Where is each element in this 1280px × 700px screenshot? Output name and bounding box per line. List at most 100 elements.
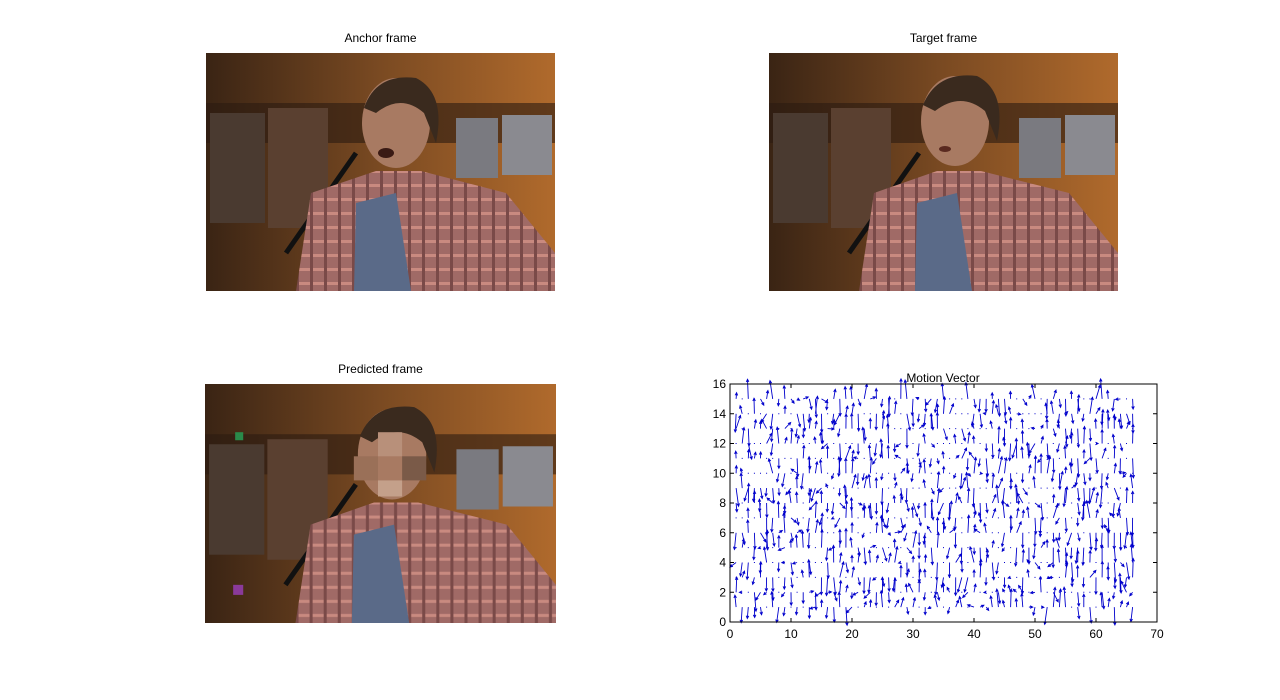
motion-vector-arrow: [982, 411, 987, 416]
motion-vector-arrow: [935, 516, 940, 533]
motion-vector-dot: [936, 472, 938, 474]
motion-vector-dot: [875, 606, 877, 608]
motion-vector-arrow: [1003, 398, 1008, 417]
motion-vector-arrow: [984, 398, 988, 413]
motion-vector-arrow: [845, 444, 852, 459]
motion-vector-arrow: [1087, 488, 1092, 505]
x-tick-label: 40: [967, 627, 981, 641]
motion-vector-arrow: [1114, 397, 1121, 401]
motion-vector-arrow: [963, 577, 969, 594]
motion-vector-arrow: [955, 454, 960, 459]
motion-vector-arrow: [733, 413, 738, 434]
motion-vector-dot: [796, 576, 798, 578]
motion-vector-arrow: [1027, 547, 1031, 565]
motion-vector-arrow: [1077, 532, 1081, 542]
motion-vector-arrow: [800, 529, 805, 548]
motion-vector-dot: [863, 457, 865, 459]
motion-vector-dot: [1010, 502, 1012, 504]
motion-vector-arrow: [894, 530, 902, 534]
motion-vector-dot: [900, 547, 902, 549]
motion-vector-arrow: [1032, 475, 1036, 489]
motion-vector-arrow: [960, 562, 964, 573]
motion-vector-arrow: [851, 565, 856, 578]
motion-vector-arrow: [982, 590, 987, 594]
motion-vector-arrow: [905, 562, 909, 577]
motion-vector-arrow: [739, 562, 743, 578]
motion-vector-arrow: [795, 475, 799, 489]
motion-vector-dot: [1107, 502, 1109, 504]
motion-vector-arrow: [735, 488, 740, 508]
motion-vector-arrow: [953, 517, 957, 531]
motion-vector-arrow: [1129, 473, 1134, 489]
motion-vector-dot: [741, 502, 743, 504]
motion-vector-dot: [766, 457, 768, 459]
motion-vector-arrow: [968, 451, 975, 459]
anchor-frame-title: Anchor frame: [344, 31, 417, 45]
motion-vector-arrow: [808, 458, 812, 470]
motion-vector-dot: [1071, 591, 1073, 593]
motion-vector-arrow: [1052, 458, 1056, 474]
motion-vector-arrow: [782, 577, 787, 591]
motion-vector-arrow: [874, 476, 878, 489]
motion-vector-arrow: [1119, 532, 1123, 552]
motion-vector-arrow: [857, 502, 863, 506]
motion-vector-dot: [802, 487, 804, 489]
motion-vector-arrow: [894, 545, 899, 563]
motion-vector-arrow: [802, 413, 807, 432]
motion-vector-arrow: [852, 591, 859, 596]
motion-vector-arrow: [1026, 568, 1030, 578]
motion-vector-dot: [802, 562, 804, 563]
motion-vector-dot: [1052, 443, 1054, 444]
motion-vector-arrow: [1027, 443, 1031, 458]
motion-vector-arrow: [991, 562, 996, 581]
motion-vector-arrow: [762, 591, 767, 596]
motion-vector-arrow: [1131, 398, 1135, 411]
motion-vector-arrow: [1089, 486, 1096, 504]
motion-vector-arrow: [938, 487, 944, 494]
motion-vector-arrow: [838, 532, 842, 545]
motion-vector-arrow: [810, 487, 816, 503]
motion-vector-dot: [778, 576, 780, 578]
motion-vector-arrow: [1105, 389, 1110, 399]
motion-vector-arrow: [1016, 488, 1021, 505]
motion-vector-arrow: [837, 458, 841, 478]
motion-vector-arrow: [1101, 408, 1105, 429]
motion-vector-arrow: [943, 428, 948, 441]
motion-vector-arrow: [1022, 487, 1028, 496]
motion-vector-arrow: [1107, 597, 1111, 608]
motion-vector-dot: [900, 428, 902, 430]
motion-vector-arrow: [918, 463, 922, 474]
motion-vector-arrow: [863, 547, 868, 566]
motion-vector-arrow: [894, 481, 898, 489]
motion-vector-arrow: [965, 458, 970, 471]
motion-vector-arrow: [844, 457, 848, 474]
motion-vector-arrow: [1034, 517, 1038, 535]
motion-vector-arrow: [906, 607, 910, 616]
motion-vector-arrow: [790, 398, 795, 405]
motion-vector-arrow: [837, 488, 842, 497]
motion-vector-dot: [955, 413, 957, 415]
motion-vector-arrow: [1118, 572, 1122, 593]
motion-vector-arrow: [880, 473, 884, 481]
motion-vector-arrow: [1076, 428, 1081, 449]
motion-vector-arrow: [1022, 398, 1028, 407]
motion-vector-arrow: [905, 428, 909, 449]
motion-vector-arrow: [1004, 502, 1010, 508]
motion-vector-arrow: [735, 502, 739, 513]
motion-vector-arrow: [764, 577, 769, 593]
y-tick-label: 12: [713, 437, 727, 451]
motion-vector-arrow: [741, 426, 746, 444]
motion-vector-arrow: [1129, 607, 1134, 623]
motion-vector-dot: [760, 443, 761, 444]
motion-vector-arrow: [818, 517, 822, 526]
motion-vector-arrow: [1119, 443, 1124, 452]
motion-vector-arrow: [1056, 413, 1060, 429]
motion-vector-arrow: [863, 428, 867, 442]
motion-vector-arrow: [930, 547, 935, 566]
motion-vector-arrow: [1007, 405, 1012, 414]
motion-vector-arrow: [1119, 413, 1124, 430]
motion-vector-arrow: [784, 436, 788, 444]
motion-vector-arrow: [1130, 517, 1135, 537]
y-tick-label: 10: [713, 466, 727, 480]
y-tick-label: 14: [713, 407, 727, 421]
